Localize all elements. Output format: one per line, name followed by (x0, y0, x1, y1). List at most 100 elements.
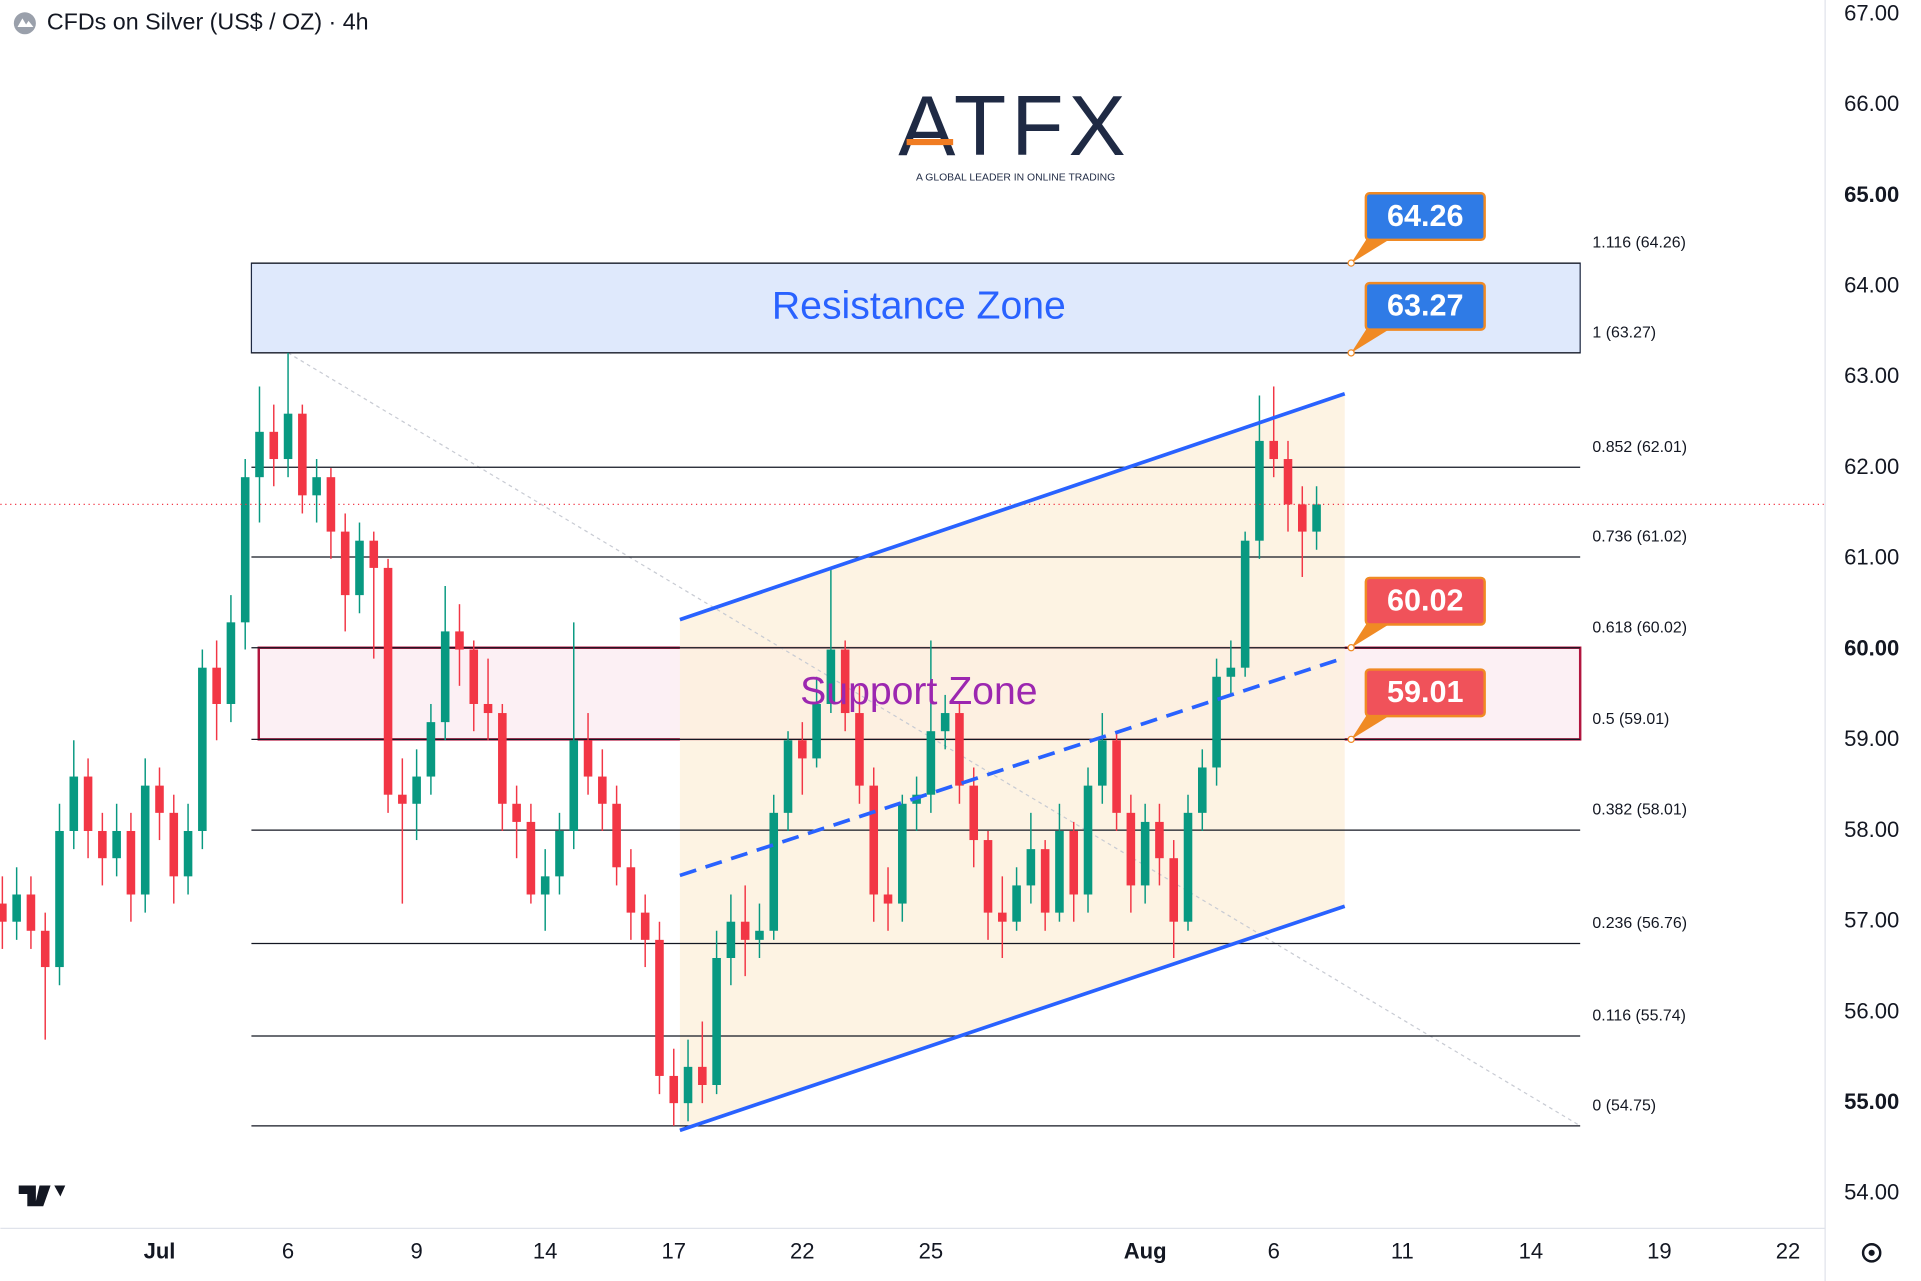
y-tick-label: 54.00 (1844, 1180, 1899, 1205)
candle-body (1255, 440, 1264, 541)
x-tick-label: 22 (790, 1239, 815, 1264)
candle-body (640, 912, 650, 940)
y-tick-label: 57.00 (1844, 908, 1899, 933)
candle-body (1183, 812, 1193, 922)
candle-body (469, 649, 479, 704)
candle-body (826, 649, 836, 704)
x-tick-label: Aug (1124, 1239, 1167, 1264)
candle-body (226, 622, 236, 704)
candle-body (926, 731, 936, 795)
x-tick-label: 6 (282, 1239, 294, 1264)
fib-label: 0.236 (56.76) (1592, 915, 1687, 932)
candle-body (98, 830, 107, 859)
candle-body (1155, 821, 1164, 859)
y-tick-label: 64.00 (1844, 273, 1899, 298)
candle-body (1098, 740, 1107, 786)
tradingview-logo[interactable] (18, 1185, 66, 1207)
candle-body (669, 1075, 679, 1104)
logo-tagline: A GLOBAL LEADER IN ONLINE TRADING (916, 172, 1115, 183)
price-tag-label: 59.01 (1387, 675, 1464, 709)
candle-body (969, 785, 979, 841)
fib-label: 0.852 (62.01) (1592, 439, 1687, 456)
candle-body (698, 1066, 707, 1086)
candle-body (783, 740, 793, 813)
candle-body (355, 540, 364, 596)
x-tick-label: Jul (144, 1239, 176, 1264)
y-tick-label: 58.00 (1844, 817, 1899, 842)
settings-button[interactable] (1861, 1243, 1882, 1263)
logo: ATFX (898, 78, 1130, 174)
candle-body (40, 930, 50, 968)
candle-body (383, 567, 393, 795)
y-tick-label: 65.00 (1844, 182, 1899, 207)
candle-body (255, 431, 264, 478)
y-tick-label: 67.00 (1844, 0, 1899, 25)
zone (250, 262, 1581, 354)
y-tick-label: 61.00 (1844, 545, 1899, 570)
candle-body (69, 776, 79, 831)
fib-label: 0 (54.75) (1592, 1097, 1656, 1114)
candle-body (1240, 540, 1250, 668)
y-tick-label: 63.00 (1844, 363, 1899, 388)
candle-body (483, 703, 493, 714)
price-tag-label: 63.27 (1387, 289, 1464, 323)
channel-line (679, 655, 1346, 878)
price-tag-label: 60.02 (1387, 584, 1464, 618)
candle-body (26, 894, 36, 931)
candle-body (1283, 459, 1293, 505)
settings-button-dot (1868, 1249, 1875, 1256)
candle-body (126, 830, 136, 895)
symbol-icon-glyph (17, 18, 34, 27)
x-tick-label: 17 (661, 1239, 686, 1264)
candle-body (1026, 849, 1036, 886)
candle-body (1126, 812, 1136, 886)
candle-body (812, 703, 821, 759)
candle-body (769, 812, 779, 931)
candle-body (440, 631, 450, 723)
candle-body (212, 667, 221, 704)
candle-body (1069, 830, 1079, 895)
candle-body (283, 413, 293, 460)
candle-body (183, 830, 193, 877)
price-tag (1364, 576, 1486, 626)
candle-body (798, 740, 807, 759)
candle-body (955, 713, 964, 786)
candle-body (169, 812, 179, 877)
price-tag (1364, 192, 1486, 242)
candle-body (755, 930, 764, 940)
candle-body (369, 540, 379, 568)
candle-body (1212, 676, 1221, 768)
candle-body (1269, 440, 1279, 460)
x-tick-label: 25 (919, 1239, 944, 1264)
candle-body (498, 713, 507, 804)
candle-body (655, 939, 664, 1076)
price-tag-label: 64.26 (1387, 199, 1464, 233)
x-tick-label: 22 (1776, 1239, 1801, 1264)
channel-line (679, 391, 1346, 622)
price-tag (1364, 668, 1486, 718)
candle-body (140, 785, 150, 895)
candle-body (998, 912, 1007, 922)
x-tick-label: 6 (1268, 1239, 1280, 1264)
y-tick-label: 62.00 (1844, 454, 1899, 479)
x-tick-label: 14 (533, 1239, 558, 1264)
candle-body (298, 413, 307, 496)
candle-body (112, 830, 121, 859)
y-tick-label: 60.00 (1844, 635, 1899, 660)
candle-body (155, 785, 164, 813)
candle-body (240, 477, 250, 623)
candle-body (683, 1066, 693, 1104)
candle-body (740, 921, 750, 940)
candle-body (340, 531, 350, 596)
price-tag-anchor (1347, 349, 1355, 357)
candle-body (1298, 504, 1307, 532)
price-tag-anchor (1347, 259, 1355, 267)
channel-fill (679, 393, 1345, 1131)
candle-body (412, 776, 421, 804)
x-tick-label: 11 (1391, 1239, 1414, 1264)
plot-area: 1.116 (64.26) 1 (63.27) 0.852 (62.01) 0.736… (0, 192, 1826, 1133)
price-tag (1364, 281, 1486, 331)
candle-body (1226, 667, 1236, 677)
candle-body (1040, 849, 1050, 913)
candle-body (583, 740, 593, 777)
